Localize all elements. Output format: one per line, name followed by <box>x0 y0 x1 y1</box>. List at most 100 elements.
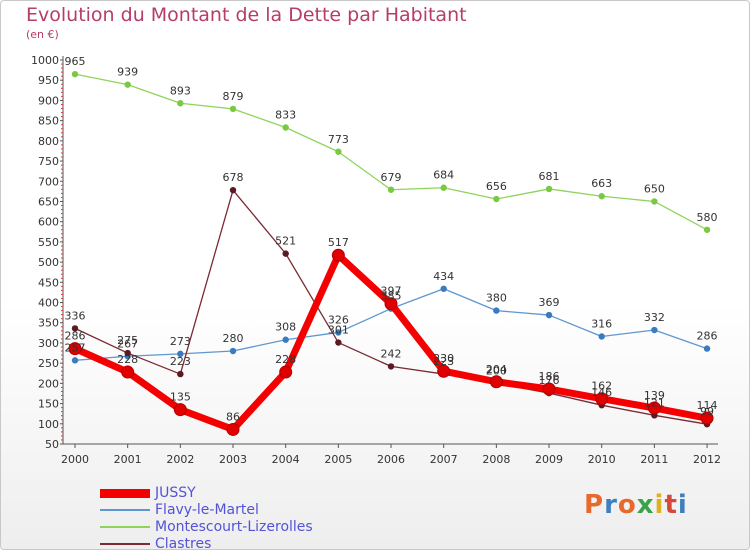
legend-label: Flavy-le-Martel <box>155 502 259 518</box>
data-point-montescourt-lizerolles <box>282 124 289 131</box>
data-point-montescourt-lizerolles <box>651 198 658 205</box>
data-label-flavy-le-martel: 257 <box>65 341 86 354</box>
data-point-montescourt-lizerolles <box>124 81 131 88</box>
data-label-flavy-le-martel: 326 <box>328 313 349 326</box>
x-tick-label: 2009 <box>535 453 563 466</box>
data-label-clastres: 678 <box>223 171 244 184</box>
data-label-jussy: 162 <box>591 380 612 393</box>
data-point-jussy <box>279 365 293 379</box>
data-point-clastres <box>177 370 184 378</box>
legend-label: JUSSY <box>155 485 196 501</box>
data-point-montescourt-lizerolles <box>177 100 184 107</box>
x-tick-label: 2011 <box>640 453 668 466</box>
data-label-jussy: 397 <box>381 285 402 298</box>
data-label-montescourt-lizerolles: 879 <box>223 90 244 103</box>
legend-swatch <box>100 488 150 498</box>
data-point-clastres <box>335 339 342 346</box>
data-point-jussy <box>700 411 714 425</box>
y-tick-label: 950 <box>38 74 59 87</box>
x-tick-label: 2000 <box>61 453 89 466</box>
data-label-montescourt-lizerolles: 663 <box>591 177 612 190</box>
data-point-flavy-le-martel <box>282 336 289 343</box>
data-point-clastres <box>282 250 289 257</box>
data-point-montescourt-lizerolles <box>387 186 395 193</box>
data-point-flavy-le-martel <box>440 285 447 292</box>
legend-label: Montescourt-Lizerolles <box>155 519 313 535</box>
data-point-jussy <box>331 248 345 262</box>
proxiti-logo: Proxiti <box>584 490 688 520</box>
data-label-flavy-le-martel: 369 <box>539 296 560 309</box>
data-label-montescourt-lizerolles: 650 <box>644 182 665 195</box>
data-label-jussy: 286 <box>65 330 86 343</box>
y-tick-label: 200 <box>38 377 59 390</box>
data-label-clastres: 121 <box>644 396 665 409</box>
data-label-montescourt-lizerolles: 893 <box>170 84 191 97</box>
data-label-clastres: 146 <box>591 386 612 399</box>
data-point-jussy <box>542 382 556 396</box>
data-point-jussy <box>173 403 187 417</box>
logo-letter: i <box>677 490 688 520</box>
x-tick-label: 2006 <box>377 453 405 466</box>
data-label-jussy: 86 <box>226 410 240 423</box>
data-point-flavy-le-martel <box>545 311 553 319</box>
data-point-montescourt-lizerolles <box>440 184 447 191</box>
data-label-flavy-le-martel: 308 <box>275 321 296 334</box>
legend-swatch <box>100 509 150 511</box>
data-point-clastres <box>124 349 131 357</box>
data-label-clastres: 99 <box>700 405 714 418</box>
y-tick-label: 1000 <box>31 54 59 67</box>
legend-swatch <box>100 526 150 528</box>
data-label-jussy: 139 <box>644 389 665 402</box>
logo-letter: r <box>604 490 618 520</box>
logo-letter: t <box>664 490 678 520</box>
data-label-flavy-le-martel: 280 <box>223 332 244 345</box>
data-point-jussy <box>121 365 135 379</box>
y-tick-label: 150 <box>38 398 59 411</box>
data-label-flavy-le-martel: 380 <box>486 292 507 305</box>
data-label-jussy: 186 <box>539 370 560 383</box>
logo-letter: P <box>584 490 605 520</box>
data-point-jussy <box>489 375 503 389</box>
data-point-flavy-le-martel <box>703 345 711 352</box>
data-label-flavy-le-martel: 267 <box>117 337 138 350</box>
x-tick-label: 2005 <box>324 453 352 466</box>
y-tick-label: 450 <box>38 276 59 289</box>
data-point-jussy <box>595 392 609 406</box>
data-label-clastres: 176 <box>539 374 560 387</box>
data-point-montescourt-lizerolles <box>229 105 237 113</box>
series-line-montescourt-lizerolles <box>74 73 708 231</box>
y-tick-label: 800 <box>38 135 59 148</box>
data-point-jussy <box>68 342 82 356</box>
data-point-montescourt-lizerolles <box>71 70 79 78</box>
data-point-flavy-le-martel <box>229 347 237 355</box>
data-label-jussy: 517 <box>328 236 349 249</box>
legend-label: Clastres <box>155 536 212 552</box>
data-point-flavy-le-martel <box>335 329 342 336</box>
data-point-flavy-le-martel <box>493 307 500 314</box>
data-label-jussy: 228 <box>275 353 296 366</box>
data-label-clastres: 200 <box>486 364 507 377</box>
logo-letter: i <box>654 490 665 520</box>
y-tick-label: 850 <box>38 115 59 128</box>
data-point-clastres <box>387 363 395 370</box>
chart-subtitle: (en €) <box>26 28 59 41</box>
data-label-montescourt-lizerolles: 965 <box>65 55 86 68</box>
data-point-flavy-le-martel <box>598 333 605 340</box>
x-tick-label: 2007 <box>430 453 458 466</box>
data-label-montescourt-lizerolles: 681 <box>539 170 560 183</box>
data-label-clastres: 223 <box>170 355 191 368</box>
data-label-flavy-le-martel: 385 <box>381 290 402 303</box>
y-tick-label: 550 <box>38 236 59 249</box>
logo-letter: o <box>617 490 637 520</box>
data-label-montescourt-lizerolles: 580 <box>697 211 718 224</box>
y-tick-label: 250 <box>38 357 59 370</box>
data-point-montescourt-lizerolles <box>335 148 342 155</box>
data-point-jussy <box>647 401 661 415</box>
data-point-clastres <box>229 186 237 194</box>
y-tick-label: 50 <box>45 438 59 451</box>
data-point-montescourt-lizerolles <box>598 193 605 200</box>
data-point-flavy-le-martel <box>71 357 79 364</box>
y-tick-label: 350 <box>38 317 59 330</box>
data-label-clastres: 242 <box>381 347 402 360</box>
